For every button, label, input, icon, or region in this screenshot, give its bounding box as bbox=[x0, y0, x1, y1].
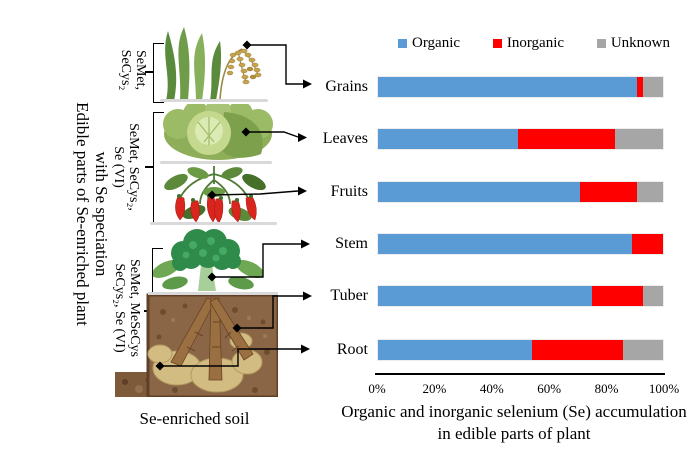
bar-root-inorganic bbox=[531, 340, 624, 360]
arrowhead-fruits bbox=[298, 186, 307, 196]
bar-grains-organic bbox=[378, 77, 638, 97]
category-labels: Grains Leaves Fruits Stem Tuber Root bbox=[280, 0, 368, 467]
legend-item-organic: Organic bbox=[398, 35, 460, 52]
cabbage-icon bbox=[163, 104, 273, 160]
legend-item-unknown: Unknown bbox=[596, 35, 670, 52]
bar-leaves-unknown bbox=[614, 129, 663, 149]
bar-stem bbox=[377, 233, 664, 255]
arrow-grains-line bbox=[247, 44, 303, 85]
bar-fruits-unknown bbox=[637, 182, 663, 202]
x-axis-title: Organic and inorganic selenium (Se) accu… bbox=[328, 401, 700, 445]
bar-grains-inorganic bbox=[637, 77, 644, 97]
arrow-root-line bbox=[160, 348, 301, 367]
chili-pepper-plant-icon bbox=[164, 166, 266, 224]
legend-label-inorganic: Inorganic bbox=[506, 35, 565, 51]
legend-label-organic: Organic bbox=[412, 35, 461, 51]
bar-root-unknown bbox=[623, 340, 663, 360]
arrowhead-tuber bbox=[303, 291, 312, 301]
x-tick-20: 20% bbox=[422, 381, 447, 396]
category-label-tuber: Tuber bbox=[330, 287, 368, 304]
arrow-fruits-line bbox=[211, 190, 299, 196]
bar-stem-organic bbox=[378, 234, 632, 254]
x-tick-60: 60% bbox=[537, 381, 562, 396]
category-label-leaves: Leaves bbox=[322, 130, 368, 147]
x-tick-0: 0% bbox=[368, 381, 386, 396]
broccoli-icon bbox=[153, 229, 263, 291]
x-axis-line bbox=[375, 373, 665, 375]
bar-fruits-inorganic bbox=[580, 182, 638, 202]
arrow-stem-line bbox=[212, 243, 301, 278]
bar-root bbox=[377, 339, 664, 361]
diamond-tuber bbox=[232, 323, 242, 333]
x-axis-title-line2: in edible parts of plant bbox=[437, 424, 591, 443]
x-axis-ticks: 0% 20% 40% 60% 80% 100% bbox=[368, 381, 679, 397]
category-label-fruits: Fruits bbox=[330, 183, 368, 200]
legend-swatch-organic bbox=[398, 39, 407, 48]
category-label-grains: Grains bbox=[325, 78, 368, 95]
bar-tuber-unknown bbox=[643, 286, 663, 306]
panel-divider-1 bbox=[160, 99, 268, 102]
diamond-fruits bbox=[207, 190, 217, 200]
rice-plant-icon bbox=[165, 27, 262, 101]
chart-legend: Organic Inorganic Unknown bbox=[398, 35, 670, 52]
legend-item-inorganic: Inorganic bbox=[492, 35, 565, 52]
bar-grains-unknown bbox=[643, 77, 663, 97]
x-tick-100: 100% bbox=[648, 381, 680, 396]
x-tick-40: 40% bbox=[479, 381, 504, 396]
bar-stem-inorganic bbox=[631, 234, 663, 254]
arrowhead-grains bbox=[303, 79, 312, 89]
category-label-root: Root bbox=[336, 341, 368, 358]
legend-label-unknown: Unknown bbox=[610, 35, 670, 51]
arrowhead-leaves bbox=[298, 133, 307, 142]
bar-root-organic bbox=[378, 340, 532, 360]
arrowhead-stem bbox=[301, 239, 310, 249]
arrowhead-root bbox=[301, 344, 310, 354]
diamond-leaves bbox=[241, 127, 251, 137]
arrow-leaves-line bbox=[246, 131, 299, 138]
bar-leaves-organic bbox=[378, 129, 518, 149]
bracket-grains-tick bbox=[145, 71, 153, 73]
diamond-stem bbox=[207, 272, 217, 282]
soil-caption: Se-enriched soil bbox=[139, 409, 250, 428]
legend-swatch-unknown bbox=[596, 39, 606, 48]
bar-fruits bbox=[377, 181, 664, 203]
legend-swatch-inorganic bbox=[492, 39, 502, 48]
bar-leaves bbox=[377, 128, 664, 150]
bar-plot-area bbox=[377, 0, 664, 467]
arrow-tuber-line bbox=[237, 295, 303, 329]
bar-tuber-organic bbox=[378, 286, 592, 306]
panel-divider-2 bbox=[160, 161, 272, 164]
x-tick-80: 80% bbox=[594, 381, 619, 396]
x-axis-title-line1: Organic and inorganic selenium (Se) accu… bbox=[341, 402, 687, 421]
diamond-root bbox=[155, 361, 165, 371]
bar-grains bbox=[377, 76, 664, 98]
bar-leaves-inorganic bbox=[517, 129, 615, 149]
category-label-stem: Stem bbox=[335, 235, 368, 252]
panel-divider-3 bbox=[150, 222, 277, 225]
bar-fruits-organic bbox=[378, 182, 581, 202]
diamond-grains bbox=[242, 40, 252, 50]
bracket-leaves-fruits-tick bbox=[145, 166, 153, 168]
bar-tuber-inorganic bbox=[591, 286, 644, 306]
bracket-grains bbox=[153, 43, 164, 103]
bar-tuber bbox=[377, 285, 664, 307]
soil-with-potatoes-icon bbox=[115, 292, 278, 397]
